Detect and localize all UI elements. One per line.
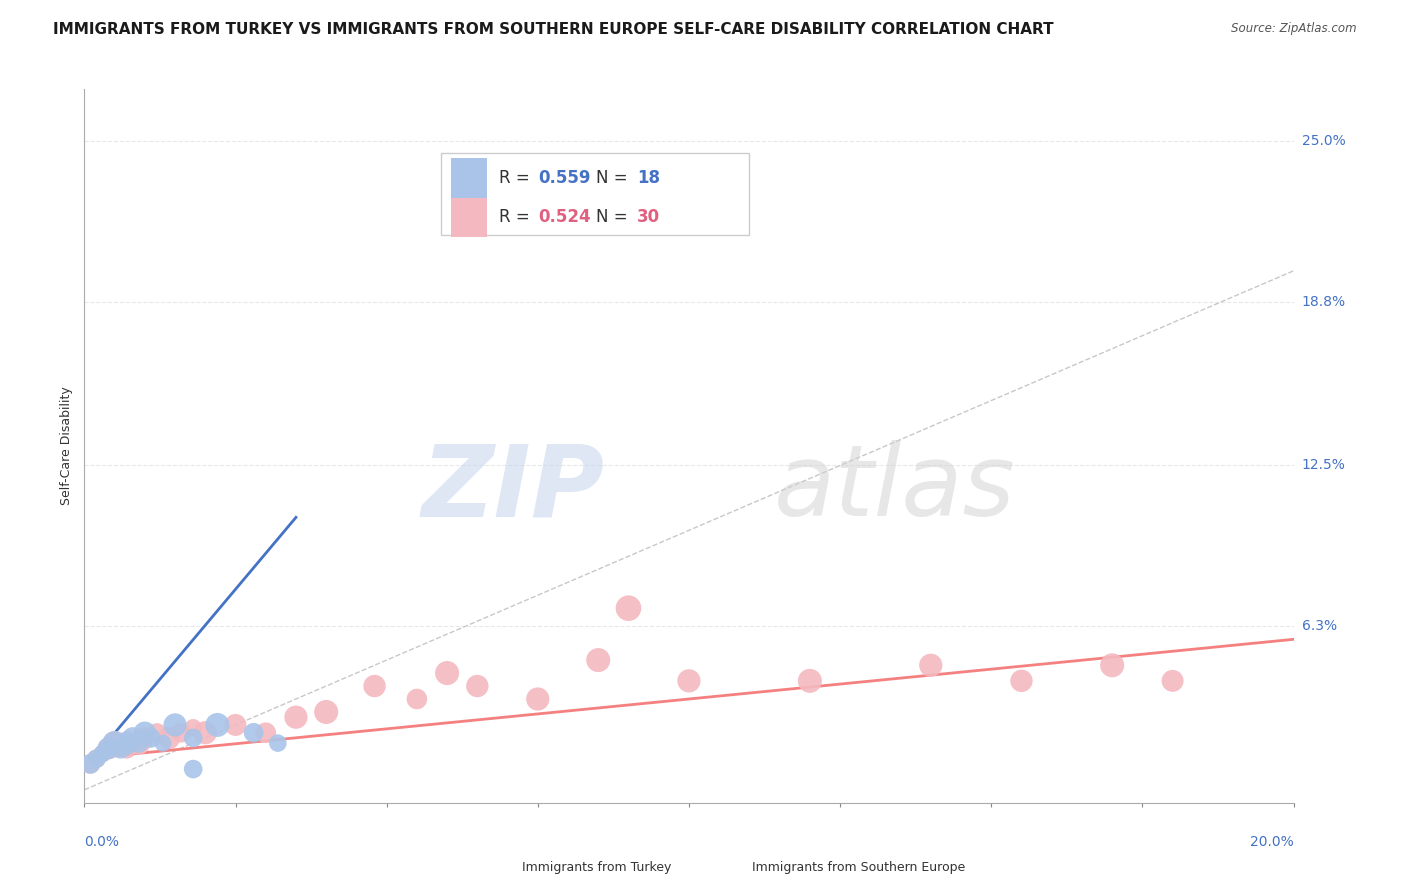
Point (110, 741, 132, 756)
Point (165, 718, 187, 732)
Text: 6.3%: 6.3% (1302, 619, 1337, 633)
Point (146, 725, 169, 739)
Text: 12.5%: 12.5% (1302, 458, 1346, 473)
Point (242, 725, 264, 739)
Text: N =: N = (596, 209, 633, 227)
Point (527, 692, 550, 706)
Point (436, 666, 458, 681)
Point (86, 752, 108, 766)
Point (1011, 673, 1033, 688)
Point (157, 731, 180, 745)
Bar (713, 858, 744, 878)
Point (121, 731, 143, 745)
Point (678, 673, 700, 688)
Point (194, 725, 217, 739)
Text: 18.8%: 18.8% (1302, 295, 1346, 309)
Text: R =: R = (499, 209, 536, 227)
Point (152, 736, 174, 750)
Point (97, 741, 120, 756)
Point (139, 731, 162, 745)
Point (115, 736, 138, 750)
Point (1161, 673, 1184, 688)
Point (170, 725, 193, 739)
Point (225, 718, 247, 732)
Text: 18: 18 (637, 169, 659, 187)
Text: 0.559: 0.559 (538, 169, 591, 187)
Point (588, 653, 610, 667)
Point (181, 731, 204, 745)
Point (267, 736, 290, 750)
Y-axis label: Self-Care Disability: Self-Care Disability (59, 386, 73, 506)
Text: Source: ZipAtlas.com: Source: ZipAtlas.com (1232, 22, 1357, 36)
Point (104, 736, 127, 750)
FancyBboxPatch shape (441, 153, 749, 235)
Text: 30: 30 (637, 209, 659, 227)
Point (181, 762, 204, 776)
Text: ZIP: ZIP (422, 441, 605, 537)
Text: Immigrants from Turkey: Immigrants from Turkey (522, 861, 672, 873)
Point (91, 747, 114, 761)
Text: Immigrants from Southern Europe: Immigrants from Southern Europe (752, 861, 965, 873)
Point (363, 679, 385, 693)
Point (115, 741, 138, 756)
Bar (451, 198, 486, 237)
Point (406, 692, 429, 706)
Point (617, 601, 640, 615)
Text: 25.0%: 25.0% (1302, 134, 1346, 148)
Point (128, 736, 150, 750)
Point (91, 747, 114, 761)
Text: IMMIGRANTS FROM TURKEY VS IMMIGRANTS FROM SOUTHERN EUROPE SELF-CARE DISABILITY C: IMMIGRANTS FROM TURKEY VS IMMIGRANTS FRO… (53, 22, 1054, 37)
Point (134, 731, 156, 745)
Text: R =: R = (499, 169, 536, 187)
Point (285, 710, 308, 724)
Point (315, 705, 337, 719)
Point (86, 752, 108, 766)
Bar (451, 159, 486, 198)
Text: N =: N = (596, 169, 633, 187)
Point (181, 721, 204, 735)
Text: 0.524: 0.524 (538, 209, 591, 227)
Point (97, 741, 120, 756)
Point (467, 679, 489, 693)
Point (134, 725, 156, 739)
Point (1101, 658, 1123, 673)
Point (920, 658, 942, 673)
Point (254, 725, 277, 739)
Bar (484, 858, 513, 878)
Point (79, 756, 101, 771)
Text: atlas: atlas (773, 441, 1015, 537)
Point (79, 756, 101, 771)
Point (104, 736, 127, 750)
Point (128, 736, 150, 750)
Text: 0.0%: 0.0% (84, 835, 120, 849)
Text: 20.0%: 20.0% (1250, 835, 1294, 849)
Point (207, 718, 229, 732)
Point (799, 673, 821, 688)
